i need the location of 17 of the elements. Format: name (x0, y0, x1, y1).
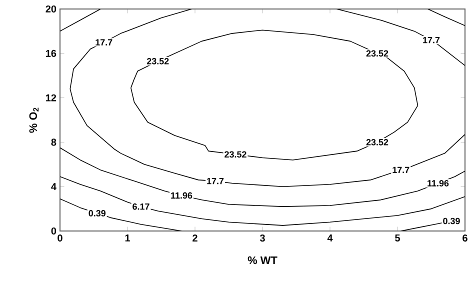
x-tick-label: 6 (462, 234, 468, 242)
x-tick-label: 5 (395, 234, 400, 242)
y-tick-label: 12 (46, 94, 56, 102)
annotation: 0.39 (443, 218, 460, 224)
x-tick-label: 0 (58, 234, 62, 242)
x-tick-label: 1 (125, 234, 130, 242)
y-tick-label: 16 (46, 50, 56, 57)
y-tick-label: 8 (51, 138, 56, 146)
x-tick-label: 2 (192, 234, 198, 242)
y-tick-label: 20 (46, 5, 56, 13)
x-tick-label: 4 (327, 234, 333, 242)
annotation: 23.52 (366, 139, 388, 146)
y-tick-label: 4 (51, 183, 56, 190)
y-tick-label: 0 (51, 227, 56, 235)
y-axis-title: % O$_{2}$ (29, 108, 39, 133)
x-axis-title: % WT (248, 256, 278, 264)
x-tick-label: 3 (260, 234, 265, 242)
